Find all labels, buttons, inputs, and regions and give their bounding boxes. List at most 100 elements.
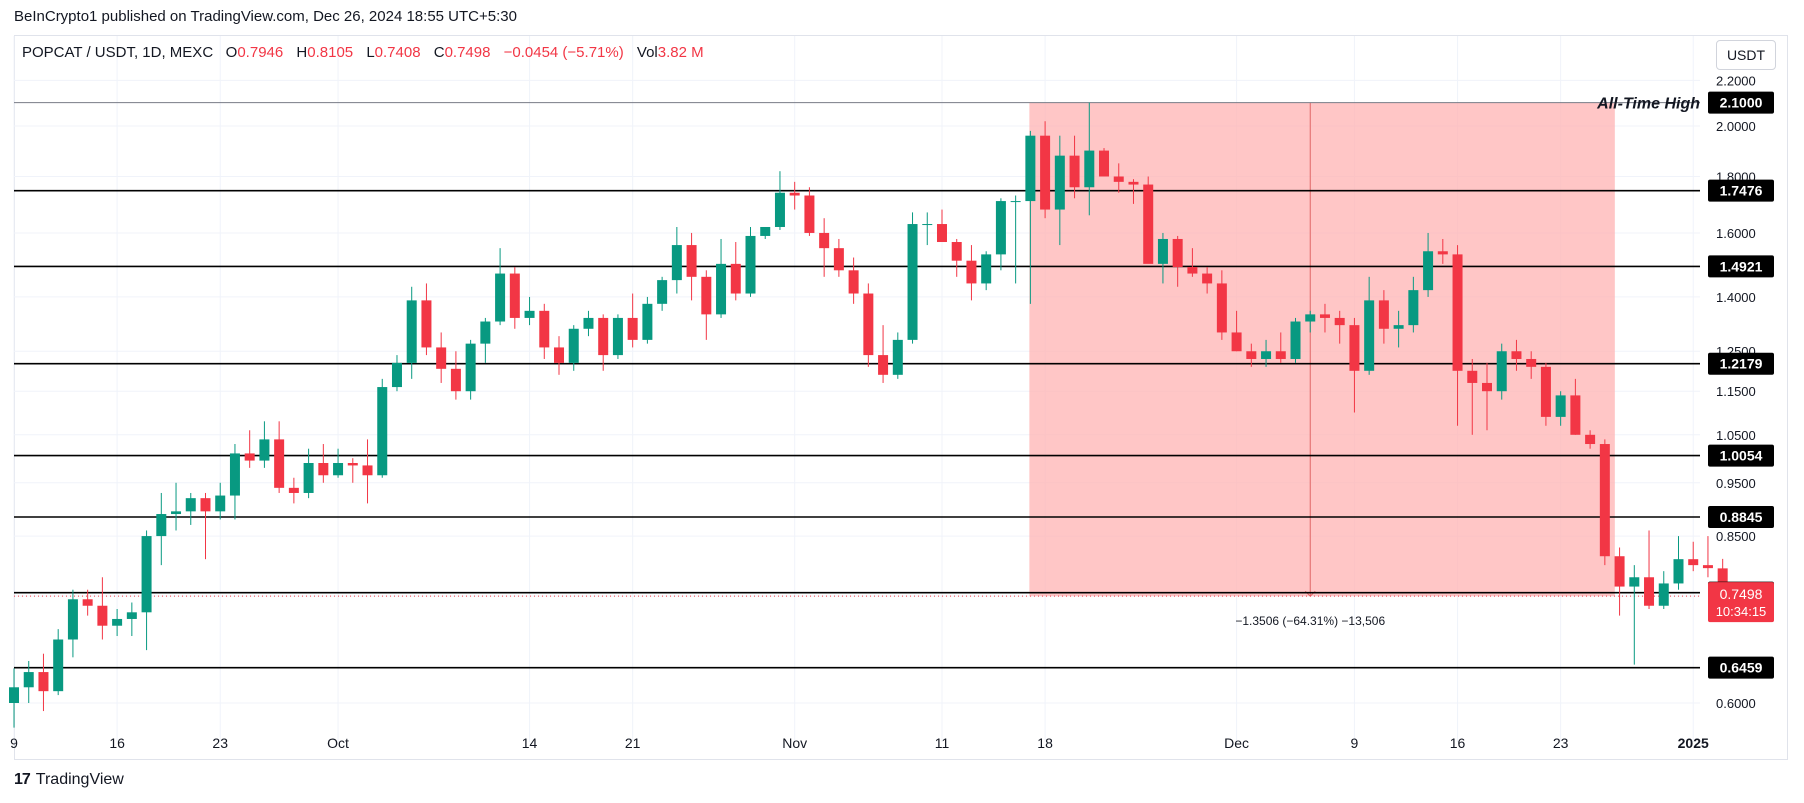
candle[interactable] <box>745 235 756 294</box>
candle[interactable] <box>951 242 962 261</box>
candle[interactable] <box>1673 559 1684 584</box>
candle[interactable] <box>1275 351 1286 359</box>
candle[interactable] <box>554 347 565 363</box>
candle[interactable] <box>524 310 535 318</box>
candle[interactable] <box>333 463 344 476</box>
candle[interactable] <box>53 639 64 692</box>
candle[interactable] <box>1261 351 1272 359</box>
candle[interactable] <box>598 317 609 356</box>
candle[interactable] <box>1570 395 1581 435</box>
candle[interactable] <box>126 612 137 619</box>
candle[interactable] <box>701 276 712 315</box>
candle[interactable] <box>1128 181 1139 185</box>
candle[interactable] <box>1143 184 1154 264</box>
candle[interactable] <box>1629 577 1640 587</box>
candle[interactable] <box>789 192 800 196</box>
candle[interactable] <box>730 263 741 294</box>
candle[interactable] <box>981 254 992 284</box>
candle[interactable] <box>1172 238 1183 268</box>
candle[interactable] <box>760 226 771 236</box>
candle[interactable] <box>377 387 388 476</box>
candle[interactable] <box>391 362 402 388</box>
candle[interactable] <box>1526 358 1537 367</box>
candle[interactable] <box>966 260 977 284</box>
candle[interactable] <box>9 687 19 703</box>
candle[interactable] <box>1349 325 1360 371</box>
candle[interactable] <box>892 339 903 375</box>
candle[interactable] <box>318 463 329 476</box>
candle[interactable] <box>1319 314 1330 318</box>
candle[interactable] <box>1290 321 1301 359</box>
candle[interactable] <box>1231 332 1242 352</box>
candle[interactable] <box>1408 290 1419 326</box>
candle[interactable] <box>1084 150 1095 188</box>
candle[interactable] <box>362 465 373 476</box>
candle[interactable] <box>141 536 152 613</box>
candle[interactable] <box>804 195 815 233</box>
candle[interactable] <box>156 514 167 537</box>
candle[interactable] <box>671 245 682 281</box>
candle[interactable] <box>1540 366 1551 417</box>
candle[interactable] <box>1555 395 1566 417</box>
candle[interactable] <box>1334 317 1345 326</box>
candle[interactable] <box>1187 267 1198 274</box>
candle[interactable] <box>1305 314 1316 322</box>
candle[interactable] <box>1099 150 1110 177</box>
candle[interactable] <box>495 273 506 322</box>
drawdown-zone[interactable] <box>1029 102 1615 597</box>
candle[interactable] <box>38 672 49 692</box>
candle[interactable] <box>833 248 844 271</box>
candle[interactable] <box>288 487 299 493</box>
candle[interactable] <box>1393 325 1404 329</box>
candle[interactable] <box>774 192 785 227</box>
candle[interactable] <box>1614 556 1625 587</box>
candle[interactable] <box>936 224 947 243</box>
candle[interactable] <box>1040 135 1051 210</box>
candle[interactable] <box>863 293 874 356</box>
candle[interactable] <box>347 463 358 466</box>
candle[interactable] <box>1025 135 1036 202</box>
candle[interactable] <box>509 273 520 318</box>
candle[interactable] <box>642 303 653 340</box>
candle[interactable] <box>1452 254 1463 371</box>
candle[interactable] <box>922 224 933 226</box>
candle[interactable] <box>406 300 417 363</box>
candle[interactable] <box>878 355 889 375</box>
candle[interactable] <box>112 618 123 626</box>
candle[interactable] <box>1202 273 1213 284</box>
candle[interactable] <box>1467 370 1478 383</box>
candle[interactable] <box>303 463 314 493</box>
candle[interactable] <box>1688 559 1699 566</box>
candle[interactable] <box>1010 201 1021 203</box>
candle[interactable] <box>1069 155 1080 188</box>
candle[interactable] <box>1702 565 1713 569</box>
candle[interactable] <box>657 280 668 304</box>
symbol-label[interactable]: POPCAT / USDT, 1D, MEXC <box>22 44 214 61</box>
candle[interactable] <box>686 245 697 277</box>
candle[interactable] <box>539 310 550 348</box>
candle[interactable] <box>259 439 270 461</box>
candle[interactable] <box>1599 444 1610 557</box>
candle[interactable] <box>1246 351 1257 359</box>
candle[interactable] <box>1585 434 1596 445</box>
candle[interactable] <box>583 317 594 329</box>
candle[interactable] <box>171 511 182 515</box>
candle[interactable] <box>995 201 1006 255</box>
candle[interactable] <box>1364 300 1375 371</box>
candle[interactable] <box>23 672 34 688</box>
currency-button[interactable]: USDT <box>1716 40 1776 70</box>
candle[interactable] <box>97 605 108 626</box>
tradingview-logo[interactable]: 17 TradingView <box>14 771 124 789</box>
candle[interactable] <box>67 599 78 640</box>
candle[interactable] <box>1054 155 1065 210</box>
candle[interactable] <box>244 453 255 461</box>
candle[interactable] <box>612 317 623 356</box>
candle[interactable] <box>1157 238 1168 264</box>
candle[interactable] <box>465 343 476 392</box>
candle[interactable] <box>1511 351 1522 359</box>
candle[interactable] <box>1496 351 1507 392</box>
candle[interactable] <box>716 263 727 315</box>
candle[interactable] <box>907 224 918 340</box>
candle[interactable] <box>436 347 447 369</box>
candle[interactable] <box>480 321 491 344</box>
